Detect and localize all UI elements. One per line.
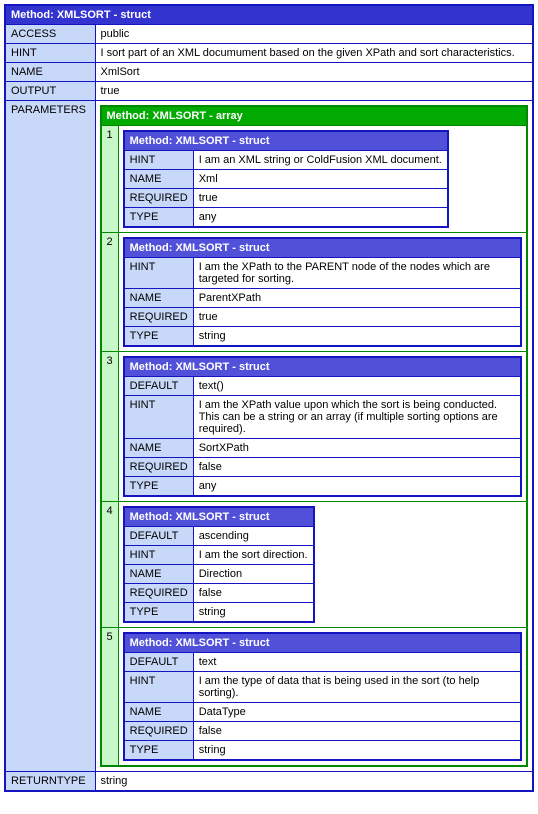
array-cell: Method: XMLSORT - struct DEFAULTascendin… [118,502,527,628]
val-access: public [95,25,533,44]
param-header: Method: XMLSORT - struct [124,131,448,151]
param-key: DEFAULT [124,653,194,672]
param-key: NAME [124,170,194,189]
param-header: Method: XMLSORT - struct [124,357,521,377]
param-key: REQUIRED [124,458,194,477]
param-key: HINT [124,258,194,289]
param-struct-table: Method: XMLSORT - struct DEFAULTtext HIN… [123,632,522,761]
method-struct-table: Method: XMLSORT - struct ACCESS public H… [4,4,534,792]
array-cell: Method: XMLSORT - struct DEFAULTtext() H… [118,352,527,502]
param-key: TYPE [124,208,194,228]
key-access: ACCESS [5,25,95,44]
param-val: Direction [193,565,313,584]
param-val: I am the XPath to the PARENT node of the… [193,258,521,289]
param-key: TYPE [124,327,194,347]
param-struct-table: Method: XMLSORT - struct HINTI am an XML… [123,130,449,228]
array-cell: Method: XMLSORT - struct HINTI am the XP… [118,233,527,352]
param-val: any [193,477,521,497]
param-val: true [193,308,521,327]
param-key: DEFAULT [124,377,194,396]
array-header: Method: XMLSORT - array [101,106,528,126]
struct-header: Method: XMLSORT - struct [5,5,533,25]
param-val: true [193,189,448,208]
param-val: any [193,208,448,228]
param-val: false [193,458,521,477]
key-hint: HINT [5,44,95,63]
param-key: NAME [124,703,194,722]
param-key: HINT [124,546,194,565]
param-header: Method: XMLSORT - struct [124,633,521,653]
param-key: REQUIRED [124,722,194,741]
param-key: TYPE [124,603,194,623]
parameters-array-table: Method: XMLSORT - array 1 Method: XMLSOR… [100,105,529,767]
param-key: TYPE [124,741,194,761]
param-key: DEFAULT [124,527,194,546]
param-header: Method: XMLSORT - struct [124,507,314,527]
param-val: SortXPath [193,439,521,458]
param-key: TYPE [124,477,194,497]
array-cell: Method: XMLSORT - struct HINTI am an XML… [118,126,527,233]
array-index: 1 [101,126,119,233]
param-val: false [193,722,521,741]
param-val: I am the XPath value upon which the sort… [193,396,521,439]
key-parameters: PARAMETERS [5,101,95,772]
param-key: REQUIRED [124,584,194,603]
key-name: NAME [5,63,95,82]
param-val: ParentXPath [193,289,521,308]
array-index: 3 [101,352,119,502]
key-returntype: RETURNTYPE [5,772,95,792]
param-val: string [193,603,313,623]
val-returntype: string [95,772,533,792]
param-val: I am the type of data that is being used… [193,672,521,703]
param-key: NAME [124,565,194,584]
param-struct-table: Method: XMLSORT - struct DEFAULTtext() H… [123,356,522,497]
param-struct-table: Method: XMLSORT - struct DEFAULTascendin… [123,506,315,623]
param-key: HINT [124,672,194,703]
val-name: XmlSort [95,63,533,82]
param-val: I am the sort direction. [193,546,313,565]
param-struct-table: Method: XMLSORT - struct HINTI am the XP… [123,237,522,347]
param-header: Method: XMLSORT - struct [124,238,521,258]
param-key: HINT [124,396,194,439]
param-val: Xml [193,170,448,189]
array-index: 4 [101,502,119,628]
param-val: I am an XML string or ColdFusion XML doc… [193,151,448,170]
param-key: HINT [124,151,194,170]
array-index: 2 [101,233,119,352]
param-val: false [193,584,313,603]
val-parameters: Method: XMLSORT - array 1 Method: XMLSOR… [95,101,533,772]
param-key: NAME [124,289,194,308]
param-val: text() [193,377,521,396]
array-index: 5 [101,628,119,767]
param-val: text [193,653,521,672]
val-output: true [95,82,533,101]
param-key: REQUIRED [124,308,194,327]
param-key: NAME [124,439,194,458]
key-output: OUTPUT [5,82,95,101]
param-val: ascending [193,527,313,546]
param-val: string [193,741,521,761]
param-key: REQUIRED [124,189,194,208]
array-cell: Method: XMLSORT - struct DEFAULTtext HIN… [118,628,527,767]
param-val: DataType [193,703,521,722]
val-hint: I sort part of an XML documument based o… [95,44,533,63]
param-val: string [193,327,521,347]
